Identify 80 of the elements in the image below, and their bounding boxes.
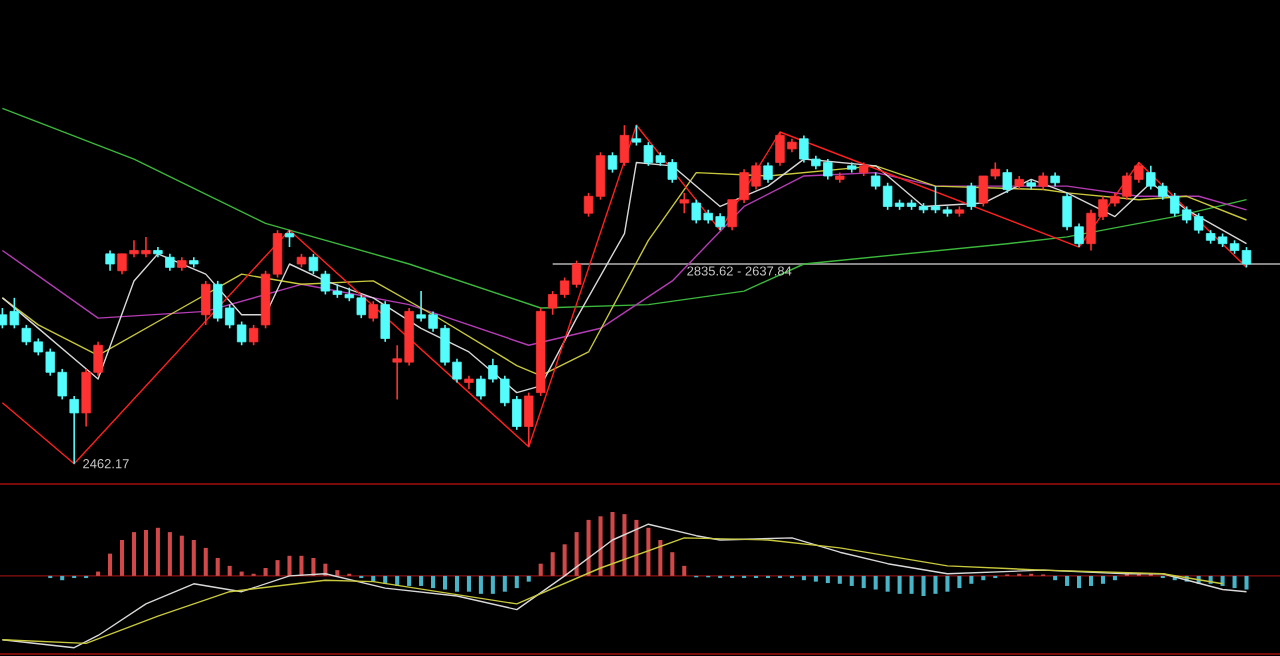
bar bbox=[837, 575, 842, 584]
bar bbox=[167, 532, 172, 576]
bar bbox=[526, 575, 531, 582]
candlestick bbox=[524, 391, 534, 448]
bar bbox=[502, 575, 507, 592]
bar bbox=[574, 532, 579, 576]
candlestick bbox=[368, 300, 378, 323]
candlestick bbox=[380, 300, 390, 343]
bar bbox=[191, 540, 196, 576]
bar bbox=[1053, 575, 1058, 581]
bar bbox=[622, 514, 627, 576]
bar bbox=[431, 575, 436, 589]
bar bbox=[108, 553, 113, 576]
bar bbox=[957, 575, 962, 589]
bar bbox=[119, 540, 125, 576]
bar bbox=[466, 575, 471, 592]
candlestick bbox=[607, 151, 618, 174]
bar bbox=[801, 575, 806, 581]
candlestick bbox=[69, 395, 79, 465]
bar bbox=[873, 575, 878, 590]
bar bbox=[1232, 575, 1237, 589]
bar bbox=[897, 575, 902, 594]
bar bbox=[1100, 575, 1105, 584]
bar bbox=[861, 575, 866, 589]
bar bbox=[1088, 575, 1094, 586]
bar bbox=[945, 575, 950, 592]
bar bbox=[215, 557, 220, 576]
bar bbox=[646, 527, 651, 576]
bar bbox=[969, 575, 974, 584]
bar bbox=[658, 540, 663, 576]
bar bbox=[299, 555, 304, 576]
bar bbox=[1065, 575, 1070, 586]
candlestick bbox=[248, 324, 259, 347]
bar bbox=[478, 575, 483, 594]
bar bbox=[1220, 575, 1225, 586]
candlestick bbox=[308, 253, 319, 275]
bar bbox=[419, 575, 424, 586]
bar bbox=[909, 575, 914, 594]
candlestick bbox=[763, 161, 773, 184]
bar bbox=[634, 519, 639, 576]
bar bbox=[849, 575, 854, 586]
bar bbox=[885, 575, 890, 592]
bar bbox=[275, 560, 280, 576]
bar bbox=[1077, 575, 1082, 589]
bar bbox=[813, 575, 818, 582]
bar bbox=[610, 512, 615, 576]
candlestick bbox=[631, 124, 642, 147]
bar bbox=[227, 565, 232, 576]
bar bbox=[179, 535, 184, 576]
bar bbox=[1244, 575, 1249, 590]
candlestick bbox=[105, 249, 115, 272]
bar bbox=[586, 519, 591, 576]
bar bbox=[514, 575, 519, 589]
candlestick bbox=[619, 124, 630, 167]
bar bbox=[287, 555, 292, 576]
bar bbox=[407, 575, 412, 586]
bar bbox=[335, 570, 340, 576]
bar bbox=[562, 544, 567, 576]
bar bbox=[442, 575, 448, 590]
bar bbox=[131, 532, 137, 576]
bar bbox=[263, 568, 268, 576]
bar bbox=[598, 516, 603, 576]
candlestick bbox=[966, 181, 977, 211]
bar bbox=[1112, 575, 1117, 581]
bar bbox=[933, 575, 938, 594]
candlestick bbox=[679, 192, 689, 215]
bar bbox=[550, 552, 555, 576]
bar bbox=[155, 527, 160, 576]
candlestick bbox=[1002, 168, 1012, 194]
bar bbox=[825, 575, 830, 584]
bar bbox=[538, 563, 543, 576]
bar bbox=[143, 529, 148, 576]
bar bbox=[454, 575, 460, 592]
candlestick bbox=[201, 280, 211, 326]
bar bbox=[490, 575, 495, 594]
bar bbox=[311, 557, 316, 576]
bar bbox=[670, 552, 675, 576]
bar bbox=[203, 547, 208, 576]
bar bbox=[921, 575, 926, 596]
bar bbox=[682, 565, 687, 576]
